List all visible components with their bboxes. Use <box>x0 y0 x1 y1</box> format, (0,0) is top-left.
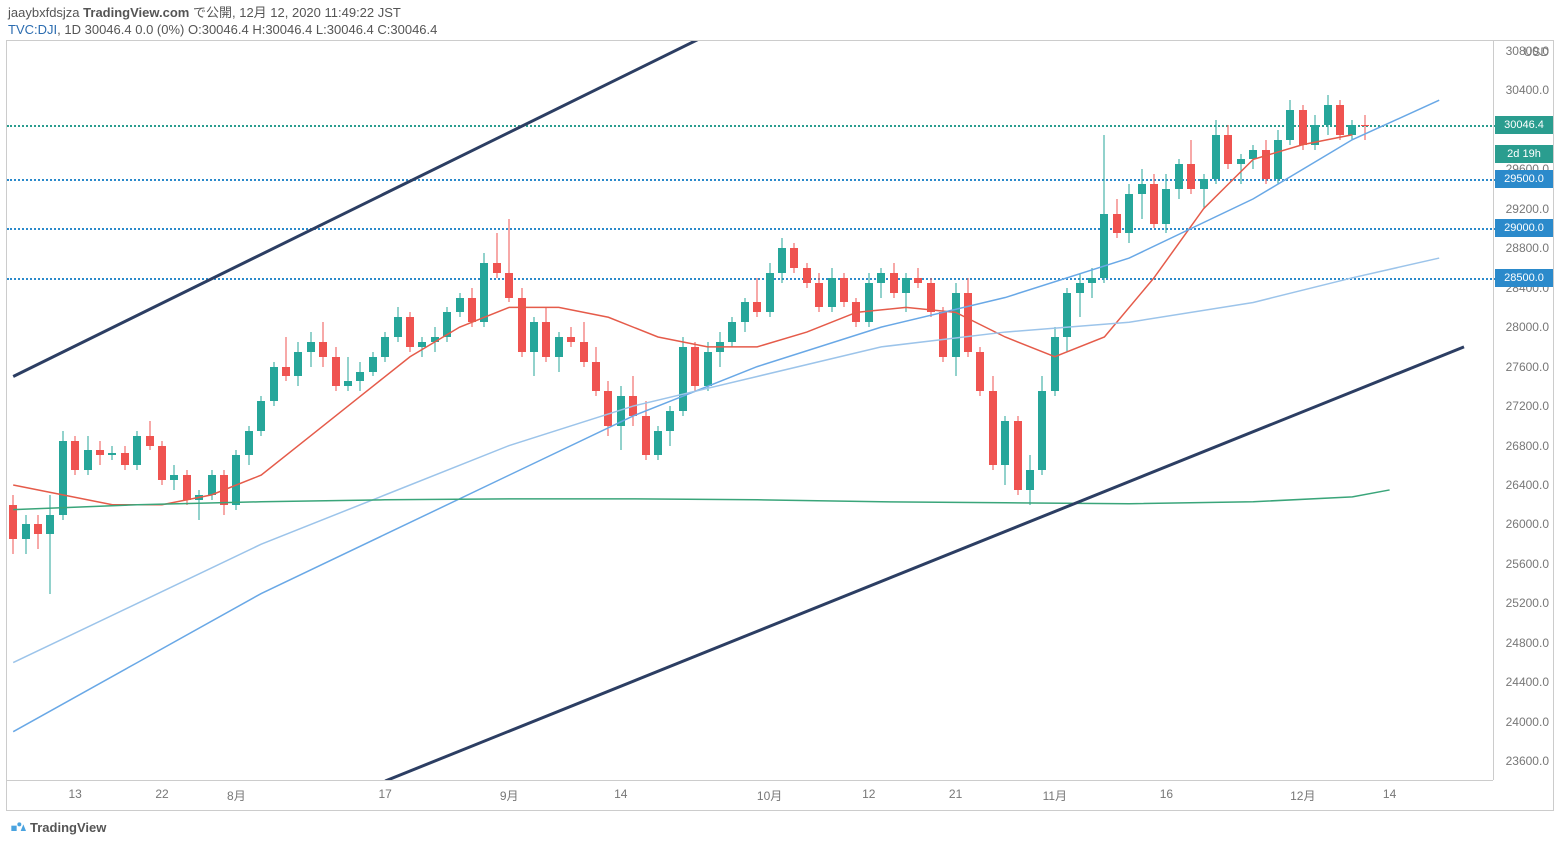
y-tick: 26800.0 <box>1506 439 1549 453</box>
y-tick: 24400.0 <box>1506 675 1549 689</box>
x-tick: 22 <box>155 787 168 801</box>
y-tick: 30800.0 <box>1506 44 1549 58</box>
x-tick: 13 <box>69 787 82 801</box>
y-axis[interactable]: USD23600.024000.024400.024800.025200.025… <box>1493 41 1553 780</box>
x-tick: 14 <box>1383 787 1396 801</box>
y-tick: 30400.0 <box>1506 83 1549 97</box>
chart-area[interactable]: USD23600.024000.024400.024800.025200.025… <box>6 40 1554 811</box>
y-tick: 24800.0 <box>1506 636 1549 650</box>
x-tick: 12月 <box>1290 787 1315 804</box>
y-tick: 25200.0 <box>1506 596 1549 610</box>
price-badge: 29000.0 <box>1495 219 1553 237</box>
tradingview-icon <box>10 819 26 835</box>
y-tick: 28000.0 <box>1506 320 1549 334</box>
x-tick: 14 <box>614 787 627 801</box>
price-badge: 30046.4 <box>1495 116 1553 134</box>
header-symbol: TVC:DJI <box>8 22 57 37</box>
channel-upper[interactable] <box>13 41 955 376</box>
y-tick: 26400.0 <box>1506 478 1549 492</box>
header-site: TradingView.com <box>83 5 189 20</box>
header-rest: で公開, 12月 12, 2020 11:49:22 JST <box>189 5 401 20</box>
x-tick: 16 <box>1160 787 1173 801</box>
x-tick: 10月 <box>757 787 782 804</box>
footer-brand-text: TradingView <box>30 820 106 835</box>
x-tick: 21 <box>949 787 962 801</box>
ma-blue-light2 <box>13 258 1439 663</box>
chart-plot[interactable] <box>7 41 1495 781</box>
chart-header: jaaybxfdsjza TradingView.com で公開, 12月 12… <box>0 0 1560 36</box>
header-line1: jaaybxfdsjza TradingView.com で公開, 12月 12… <box>8 2 1552 21</box>
chart-container: jaaybxfdsjza TradingView.com で公開, 12月 12… <box>0 0 1560 841</box>
header-line2: TVC:DJI, 1D 30046.4 0.0 (0%) O:30046.4 H… <box>8 22 1552 37</box>
y-tick: 23600.0 <box>1506 754 1549 768</box>
x-tick: 17 <box>379 787 392 801</box>
y-tick: 25600.0 <box>1506 557 1549 571</box>
header-price: 30046.4 <box>85 22 132 37</box>
price-badge: 29500.0 <box>1495 170 1553 188</box>
countdown-badge: 2d 19h <box>1495 145 1553 163</box>
header-ohlc: O:30046.4 H:30046.4 L:30046.4 C:30046.4 <box>188 22 437 37</box>
overlay-lines <box>7 41 1495 781</box>
y-tick: 27200.0 <box>1506 399 1549 413</box>
footer-branding: TradingView <box>10 819 106 835</box>
x-tick: 9月 <box>500 787 519 804</box>
x-tick: 11月 <box>1043 787 1067 804</box>
x-axis[interactable]: 13 22 8月 17 9月 14 10月 12 21 11月 16 12月 14 <box>7 780 1493 810</box>
header-interval: 1D <box>64 22 81 37</box>
y-tick: 29200.0 <box>1506 202 1549 216</box>
y-tick: 26000.0 <box>1506 517 1549 531</box>
price-badge: 28500.0 <box>1495 269 1553 287</box>
ma-red <box>13 135 1352 505</box>
y-tick: 27600.0 <box>1506 360 1549 374</box>
x-tick: 8月 <box>227 787 246 804</box>
y-tick: 24000.0 <box>1506 715 1549 729</box>
x-tick: 12 <box>862 787 875 801</box>
ma-blue-light <box>13 100 1439 731</box>
ma-green <box>13 490 1389 510</box>
header-change: 0.0 (0%) <box>135 22 184 37</box>
channel-lower[interactable] <box>385 347 1464 781</box>
y-tick: 28800.0 <box>1506 241 1549 255</box>
header-user: jaaybxfdsjza <box>8 5 80 20</box>
